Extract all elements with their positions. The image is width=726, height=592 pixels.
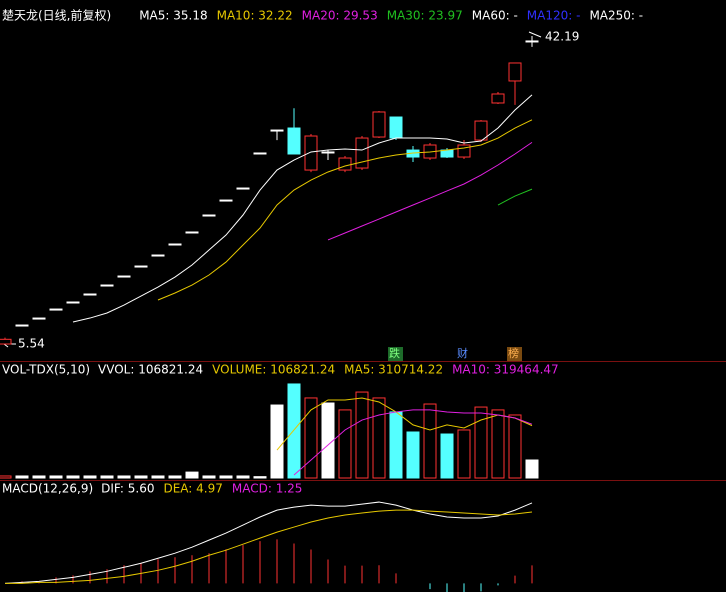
legend-item: DEA: 4.97	[163, 482, 222, 496]
volume-bar	[525, 459, 539, 479]
ma-line	[157, 119, 533, 301]
volume-bar	[134, 475, 148, 479]
volume-bar	[83, 475, 97, 479]
candle-body	[389, 116, 403, 139]
candle-body	[100, 284, 114, 287]
volume-bar	[253, 476, 267, 479]
volume-bar	[474, 406, 488, 479]
volume-bar	[100, 475, 114, 479]
ma-line	[5, 509, 533, 584]
volume-bar	[151, 475, 165, 479]
volume-bar	[287, 383, 301, 479]
candle-body	[236, 187, 250, 190]
low-label: 5.54	[18, 337, 45, 351]
ma-line	[497, 188, 533, 206]
volume-bar	[66, 475, 80, 479]
legend-item: MA5: 35.18	[139, 9, 207, 23]
volume-bar	[185, 471, 199, 479]
candle-body	[491, 93, 505, 104]
ma-line	[276, 397, 533, 451]
legend-item: VVOL: 106821.24	[98, 363, 203, 377]
legend-item: MA5: 310714.22	[344, 363, 443, 377]
volume-bar	[491, 409, 505, 479]
volume-bar	[270, 404, 284, 479]
candle-body	[440, 149, 454, 158]
tag-box	[388, 347, 403, 361]
legend-item: MA60: -	[472, 9, 518, 23]
candle-body	[355, 137, 369, 169]
ma-line	[4, 501, 533, 584]
volume-bar	[440, 433, 454, 479]
volume-bar	[457, 429, 471, 479]
candle-body	[185, 231, 199, 234]
volume-bar	[202, 475, 216, 479]
ma-line	[293, 409, 533, 476]
candle-body	[151, 254, 165, 257]
candle-body	[474, 120, 488, 141]
legend-item: MACD: 1.25	[232, 482, 303, 496]
volume-bar	[236, 475, 250, 479]
volume-bar	[406, 431, 420, 479]
volume-bar	[219, 475, 233, 479]
legend-item: DIF: 5.60	[101, 482, 154, 496]
panel-title: 楚天龙(日线,前复权)	[2, 8, 111, 23]
candle-body	[287, 127, 301, 155]
volume-bar	[32, 475, 46, 479]
volume-bar	[423, 403, 437, 479]
legend-item: MA10: 319464.47	[452, 363, 559, 377]
volume-bar	[372, 397, 386, 479]
volume-bar	[0, 475, 12, 479]
candle-body	[66, 301, 80, 304]
candle-body	[321, 151, 335, 154]
candle-body	[32, 317, 46, 320]
candle-body	[338, 157, 352, 171]
candle-body	[15, 324, 29, 327]
ma-line	[72, 94, 533, 323]
volume-bar	[168, 475, 182, 479]
arrow	[528, 31, 542, 38]
volume-bar	[389, 411, 403, 479]
tag: 榜	[508, 346, 519, 360]
candle-body	[304, 135, 318, 171]
panel-title: MACD(12,26,9)	[2, 482, 93, 496]
volume-bar	[15, 475, 29, 479]
ma-line	[327, 141, 533, 241]
legend-item: MA250: -	[589, 9, 643, 23]
candle-body	[253, 152, 267, 155]
candle-body	[508, 62, 522, 82]
candle-body	[83, 293, 97, 296]
panel-title: VOL-TDX(5,10)	[2, 363, 90, 377]
volume-bar	[49, 475, 63, 479]
high-label: 42.19	[545, 30, 579, 44]
volume-bar	[508, 414, 522, 479]
candle-body	[219, 199, 233, 202]
legend-item: MA20: 29.53	[302, 9, 378, 23]
candle-body	[525, 40, 539, 43]
candle-body	[0, 338, 12, 345]
volume-bar	[338, 409, 352, 479]
candle-body	[372, 111, 386, 138]
legend-item: MA10: 32.22	[217, 9, 293, 23]
legend-item: MA120: -	[527, 9, 581, 23]
legend-item: MA30: 23.97	[387, 9, 463, 23]
volume-bar	[117, 475, 131, 479]
tag: 财	[457, 346, 468, 360]
tag-box	[507, 347, 522, 361]
volume-bar	[321, 402, 335, 479]
volume-bar	[355, 391, 369, 479]
candle-body	[49, 308, 63, 311]
candle-body	[117, 275, 131, 278]
legend-item: VOLUME: 106821.24	[212, 363, 335, 377]
candle-body	[270, 129, 284, 132]
candle-body	[168, 243, 182, 246]
candle-body	[202, 214, 216, 217]
candle-body	[134, 265, 148, 268]
tag: 跌	[389, 346, 400, 360]
